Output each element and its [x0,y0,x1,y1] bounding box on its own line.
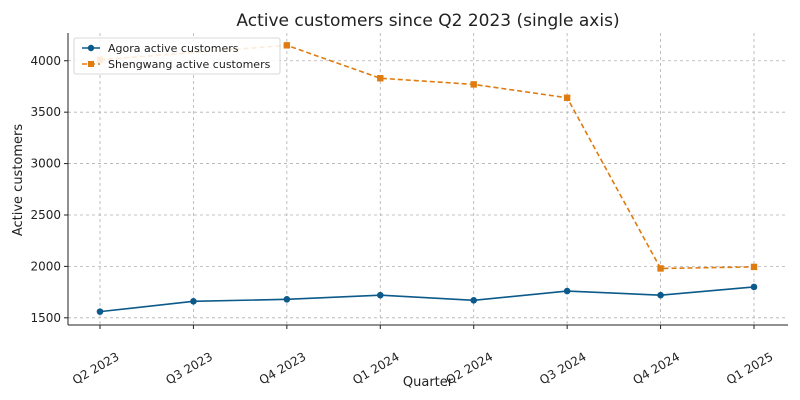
data-point [283,42,291,49]
legend-item: Shengwang active customers [82,58,271,71]
legend-label: Shengwang active customers [108,58,271,71]
y-tick-label: 2000 [30,259,61,273]
x-tick-label: Q1 2025 [724,349,776,387]
y-tick-label: 3000 [30,157,61,171]
x-tick-label: Q4 2024 [631,349,683,387]
data-point [377,75,384,82]
grid [68,33,788,325]
series-1 [96,283,758,315]
data-point [470,297,478,304]
data-point [563,94,571,101]
legend-marker [87,44,95,52]
chart-title: Active customers since Q2 2023 (single a… [236,11,619,31]
series-2 [96,42,758,272]
data-point [96,308,104,315]
x-tick-label: Q3 2024 [537,349,589,387]
data-point [563,287,571,295]
data-point [283,295,291,303]
axes [64,33,788,329]
x-tick-label: Q3 2023 [163,349,215,387]
data-point [657,265,664,272]
legend: Agora active customers Shengwang active c… [73,37,281,75]
series-line [99,286,755,313]
x-tick-label: Q4 2023 [257,349,309,387]
tick-labels: 1500 2000 2500 3000 3500 4000 Q2 2023 Q3 2023 Q4… [30,54,775,388]
x-axis-label: Quarter [403,375,454,390]
y-axis-label: Active customers [11,124,26,237]
legend-label: Agora active customers [108,42,239,55]
y-tick-label: 1500 [30,311,61,325]
y-tick-label: 3500 [30,105,61,119]
data-point [657,291,664,299]
data-point [750,283,758,291]
series-line [99,44,755,270]
legend-item: Agora active customers [82,42,239,55]
data-point [190,298,197,305]
y-tick-label: 2500 [30,208,61,222]
data-point [376,291,384,299]
x-tick-label: Q1 2024 [350,349,402,387]
data-point [750,263,758,271]
y-tick-label: 4000 [30,54,61,68]
data-point [470,81,477,88]
legend-marker [88,61,94,67]
series-layer [96,42,758,315]
x-tick-label: Q2 2023 [70,349,122,387]
legend-box [73,37,281,75]
